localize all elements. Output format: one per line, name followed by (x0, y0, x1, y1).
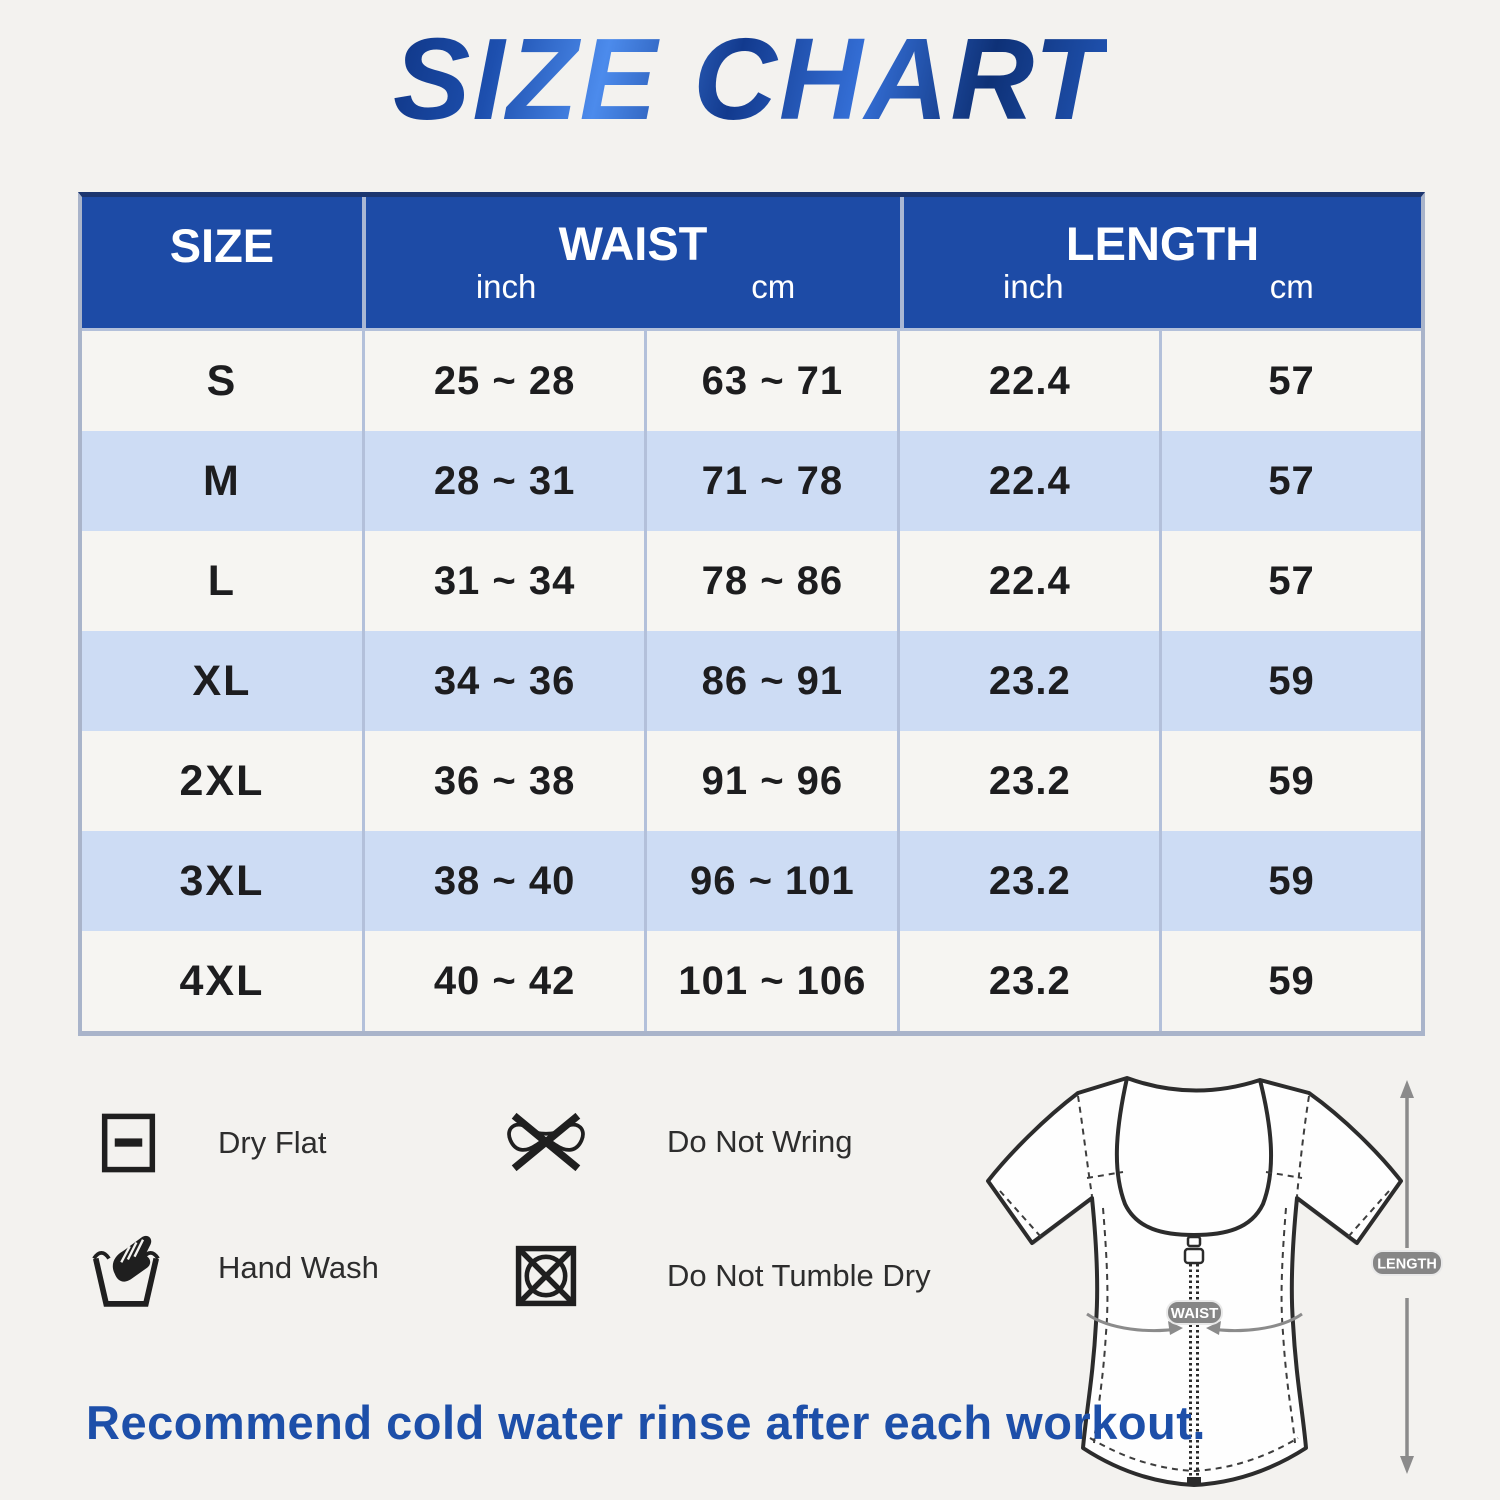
cell-size: L (207, 556, 237, 605)
cell-waist-cm: 86 ~ 91 (644, 631, 897, 731)
cell-waist-inch: 25 ~ 28 (361, 331, 645, 431)
cell-length-cm: 59 (1159, 631, 1421, 731)
header-size-label: SIZE (169, 219, 275, 272)
cell-waist-inch: 28 ~ 31 (361, 431, 645, 531)
size-table: SIZE WAIST inch cm LENGTH inch cm S 25 (78, 192, 1425, 1036)
care-label: Do Not Wring (667, 1124, 853, 1159)
cell-waist-inch: 31 ~ 34 (361, 531, 645, 631)
zipper (1183, 1235, 1205, 1485)
header-length-inch-label: inch (1003, 267, 1064, 305)
footer-note: Recommend cold water rinse after each wo… (86, 1396, 1206, 1449)
table-row: M 28 ~ 31 71 ~ 78 22.4 57 (82, 431, 1421, 531)
hand-wash-icon (90, 1228, 162, 1308)
cell-length-inch: 23.2 (897, 731, 1159, 831)
header-waist: WAIST inch cm (361, 197, 900, 328)
cell-waist-cm: 78 ~ 86 (644, 531, 897, 631)
table-row: 4XL 40 ~ 42 101 ~ 106 23.2 59 (82, 931, 1421, 1031)
do-not-tumble-dry-icon (502, 1242, 590, 1310)
table-row: L 31 ~ 34 78 ~ 86 22.4 57 (82, 531, 1421, 631)
page-title: SIZE CHART (393, 10, 1107, 149)
cell-waist-inch: 38 ~ 40 (361, 831, 645, 931)
care-item-do-not-tumble-dry: Do Not Tumble Dry (502, 1242, 931, 1310)
cell-length-cm: 57 (1159, 431, 1421, 531)
table-header: SIZE WAIST inch cm LENGTH inch cm (82, 197, 1421, 331)
header-waist-cm-label: cm (751, 267, 796, 305)
cell-size: S (206, 356, 238, 405)
cell-length-cm: 57 (1159, 531, 1421, 631)
header-length-label: LENGTH (1065, 216, 1260, 270)
length-pill-label: LENGTH (1377, 1257, 1437, 1273)
header-length-units: inch cm (904, 267, 1421, 305)
care-item-do-not-wring: Do Not Wring (498, 1110, 853, 1174)
waist-arrows (1086, 1312, 1303, 1335)
header-length: LENGTH inch cm (900, 197, 1421, 328)
cell-length-inch: 22.4 (897, 431, 1159, 531)
cell-waist-cm: 63 ~ 71 (644, 331, 897, 431)
garment-diagram: WAIST LENGTH (986, 1076, 1443, 1487)
header-waist-inch-label: inch (475, 267, 537, 305)
care-label: Hand Wash (218, 1250, 379, 1285)
care-item-hand-wash: Hand Wash (90, 1228, 379, 1308)
table-row: 2XL 36 ~ 38 91 ~ 96 23.2 59 (82, 731, 1421, 831)
length-arrow (1400, 1080, 1414, 1474)
cell-waist-inch: 40 ~ 42 (361, 931, 645, 1031)
garment-outline (986, 1076, 1403, 1487)
do-not-wring-icon (498, 1110, 594, 1174)
cell-length-cm: 59 (1159, 831, 1421, 931)
cell-waist-cm: 96 ~ 101 (644, 831, 897, 931)
cell-size: 3XL (179, 856, 265, 905)
cell-length-inch: 23.2 (897, 931, 1159, 1031)
cell-waist-inch: 34 ~ 36 (361, 631, 645, 731)
cell-waist-inch: 36 ~ 38 (361, 731, 645, 831)
neckline-scoop (1114, 1077, 1274, 1238)
cell-size: 2XL (179, 756, 265, 805)
care-label: Dry Flat (218, 1125, 327, 1160)
cell-size: XL (192, 656, 252, 705)
cell-waist-cm: 91 ~ 96 (644, 731, 897, 831)
header-waist-label: WAIST (558, 216, 708, 270)
cell-length-inch: 22.4 (897, 531, 1159, 631)
seam-dashes (999, 1095, 1390, 1473)
cell-length-cm: 59 (1159, 731, 1421, 831)
header-size: SIZE (82, 197, 362, 328)
table-row: S 25 ~ 28 63 ~ 71 22.4 57 (82, 331, 1421, 431)
cell-waist-cm: 71 ~ 78 (644, 431, 897, 531)
cell-size: 4XL (179, 956, 265, 1005)
cell-size: M (203, 456, 241, 505)
cell-length-inch: 23.2 (897, 631, 1159, 731)
cell-length-inch: 22.4 (897, 331, 1159, 431)
care-item-dry-flat: Dry Flat (95, 1112, 327, 1174)
header-length-cm-label: cm (1269, 267, 1314, 305)
cell-length-cm: 57 (1159, 331, 1421, 431)
header-waist-units: inch cm (366, 267, 900, 305)
table-row: 3XL 38 ~ 40 96 ~ 101 23.2 59 (82, 831, 1421, 931)
waist-pill: WAIST (1166, 1300, 1223, 1325)
title-area: SIZE CHART (0, 10, 1500, 149)
table-body: S 25 ~ 28 63 ~ 71 22.4 57 M 28 ~ 31 71 ~… (82, 331, 1421, 1031)
dry-flat-icon (95, 1112, 161, 1174)
cell-length-cm: 59 (1159, 931, 1421, 1031)
cell-waist-cm: 101 ~ 106 (644, 931, 897, 1031)
waist-pill-label: WAIST (1171, 1305, 1219, 1322)
length-pill: LENGTH (1371, 1250, 1443, 1276)
cell-length-inch: 23.2 (897, 831, 1159, 931)
care-label: Do Not Tumble Dry (667, 1258, 931, 1293)
table-row: XL 34 ~ 36 86 ~ 91 23.2 59 (82, 631, 1421, 731)
